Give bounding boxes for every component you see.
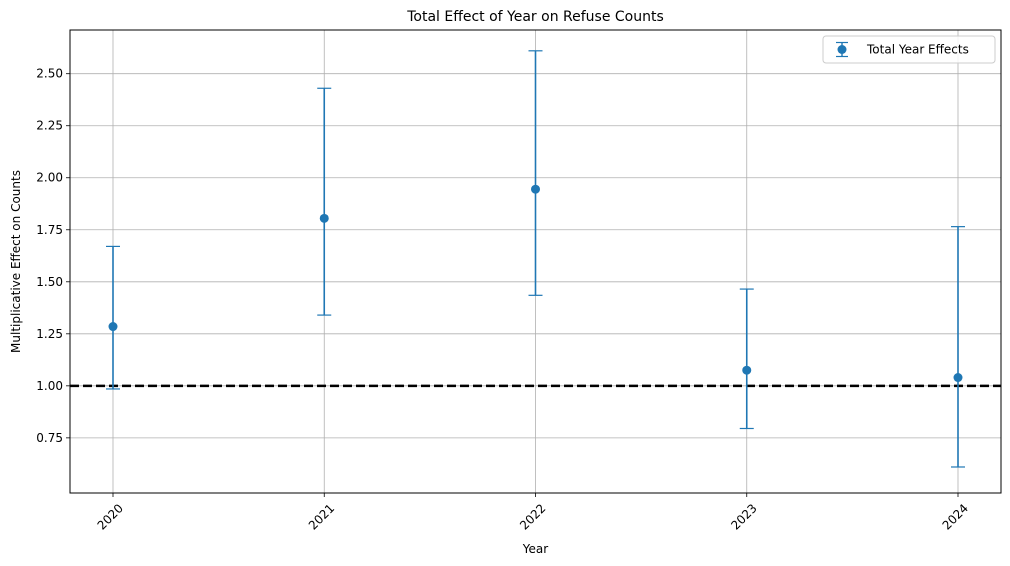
y-tick-label: 1.50 — [36, 275, 63, 289]
legend-marker — [836, 41, 848, 58]
data-point — [531, 184, 540, 194]
legend-point — [837, 45, 847, 54]
y-tick-label: 1.25 — [36, 327, 63, 341]
y-tick-label: 0.75 — [36, 431, 63, 445]
y-tick-label: 1.00 — [36, 379, 63, 393]
data-point — [108, 322, 118, 332]
y-axis-label: Multiplicative Effect on Counts — [9, 170, 23, 353]
data-point — [319, 213, 329, 223]
y-tick-label: 2.50 — [36, 67, 63, 81]
x-axis-label: Year — [522, 542, 548, 556]
y-tick-label: 2.00 — [36, 171, 63, 185]
x-tick-label: 2024 — [940, 501, 971, 532]
data-point — [953, 373, 963, 383]
x-tick-label: 2023 — [728, 501, 759, 532]
x-tick-label: 2020 — [95, 501, 126, 532]
chart-title: Total Effect of Year on Refuse Counts — [406, 9, 664, 25]
legend-label: Total Year Effects — [866, 43, 969, 57]
x-tick-label: 2022 — [517, 501, 548, 532]
data-point — [742, 365, 752, 375]
x-tick-label: 2021 — [306, 501, 337, 532]
tick-group: 2020 2021 2022 2023 2024 0.75 1.00 1.25 1.50 1.75… — [36, 67, 971, 533]
legend: Total Year Effects — [822, 35, 996, 64]
legend-box — [822, 35, 996, 64]
series-group — [106, 50, 965, 468]
y-tick-label: 2.25 — [36, 119, 63, 133]
y-tick-label: 1.75 — [36, 223, 63, 237]
